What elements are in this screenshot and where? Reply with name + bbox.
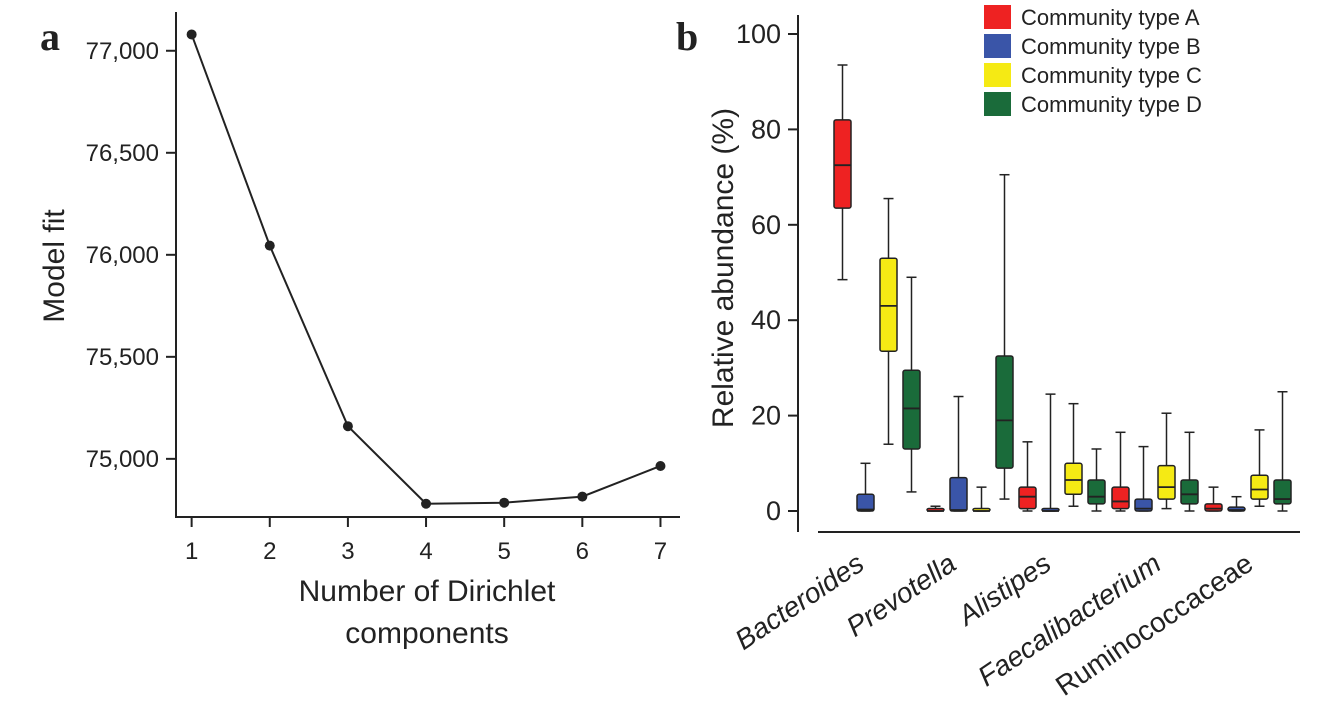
panel-a-data-point — [421, 498, 432, 509]
panel-a-y-tick-label: 75,500 — [86, 344, 159, 371]
panel-b-y-tick-label: 0 — [766, 496, 781, 526]
panel-b-y-ticks: 0 20 40 60 80 100 — [736, 19, 798, 526]
box-iqr — [1111, 486, 1130, 510]
panel-b-box — [926, 505, 945, 512]
box-iqr — [1180, 479, 1199, 505]
box-iqr — [833, 119, 852, 209]
panel-a-data-point — [577, 491, 588, 502]
box-iqr — [856, 493, 875, 512]
panel-a-data-point — [499, 497, 510, 508]
panel-b-box — [949, 395, 968, 512]
panel-a-y-ticks: 75,000 75,500 76,000 76,500 77,000 — [86, 38, 176, 473]
box-iqr — [1157, 464, 1176, 500]
panel-b-y-tick-label: 100 — [736, 19, 781, 49]
panel-b-legend: Community type A Community type B Communit… — [984, 5, 1202, 117]
legend-entry-label: Community type B — [1021, 34, 1201, 59]
panel-b-box — [833, 64, 852, 281]
category-label-bacteroides: Bacteroides — [729, 547, 869, 655]
legend-entry-label: Community type A — [1021, 5, 1200, 30]
panel-b-category-labels: BacteroidesPrevotellaAlistipesFaecalibac… — [729, 547, 1258, 702]
panel-a-y-tick-label: 75,000 — [86, 446, 159, 473]
box-iqr — [879, 257, 898, 352]
legend-swatch — [984, 63, 1011, 87]
panel-a-data-point — [342, 421, 353, 432]
legend-swatch — [984, 5, 1011, 29]
panel-a-x-tick-label: 7 — [654, 538, 667, 565]
panel-a-data-point — [186, 29, 197, 40]
panel-a-line-chart: a 75,000 75,500 76,000 76,500 77,000 1 2 3 4 5 6 7… — [38, 12, 680, 650]
panel-a-x-axis-title-line2: components — [345, 617, 508, 650]
panel-a-y-axis-title: Model fit — [38, 209, 71, 323]
panel-a-axes — [175, 12, 680, 518]
panel-b-y-tick-label: 60 — [751, 210, 781, 240]
panel-a-label: a — [40, 14, 60, 59]
box-iqr — [1273, 479, 1292, 505]
panel-a-x-ticks: 1 2 3 4 5 6 7 — [185, 517, 667, 565]
panel-b-y-tick-label: 40 — [751, 305, 781, 335]
panel-b-box — [856, 462, 875, 512]
box-iqr — [1064, 462, 1083, 496]
legend-entry-label: Community type D — [1021, 92, 1202, 117]
box-iqr — [1018, 486, 1037, 510]
box-iqr — [1250, 474, 1269, 500]
box-iqr — [995, 355, 1014, 469]
box-iqr — [949, 476, 968, 512]
panel-b-box — [1087, 448, 1106, 512]
box-iqr — [1087, 479, 1106, 505]
panel-b-box — [1157, 412, 1176, 510]
panel-a-y-tick-label: 76,500 — [86, 140, 159, 167]
panel-b-box — [1180, 431, 1199, 512]
panel-a-series — [186, 29, 666, 509]
legend-swatch — [984, 34, 1011, 58]
panel-b-axes — [797, 15, 1300, 533]
panel-b-box — [1273, 391, 1292, 512]
panel-b-box — [1018, 441, 1037, 512]
panel-b-box — [1064, 402, 1083, 507]
panel-b-box — [1111, 431, 1130, 512]
panel-a-x-tick-label: 1 — [185, 538, 198, 565]
panel-a-y-tick-label: 76,000 — [86, 242, 159, 269]
box-iqr — [902, 369, 921, 450]
panel-b-box — [1041, 393, 1060, 512]
panel-b-box-plot: b 0 20 40 60 80 100 Relative abundance (%) Ba… — [676, 5, 1300, 702]
panel-b-box — [902, 276, 921, 493]
panel-a-data-point — [264, 240, 275, 251]
panel-a-model-fit-line — [190, 34, 661, 505]
panel-b-box — [995, 173, 1014, 500]
legend-entry-label: Community type C — [1021, 63, 1202, 88]
panel-a-data-point — [655, 460, 666, 471]
panel-b-box — [1250, 429, 1269, 507]
panel-b-y-axis-title: Relative abundance (%) — [707, 108, 740, 428]
panel-a-x-tick-label: 6 — [576, 538, 589, 565]
panel-b-boxes — [833, 64, 1292, 512]
box-iqr — [1204, 503, 1223, 512]
panel-a-x-axis-title-line1: Number of Dirichlet — [299, 575, 556, 608]
panel-a-x-tick-label: 4 — [419, 538, 432, 565]
panel-b-box — [1134, 445, 1153, 512]
panel-b-y-tick-label: 80 — [751, 114, 781, 144]
panel-a-y-tick-label: 77,000 — [86, 38, 159, 65]
legend-swatch — [984, 92, 1011, 116]
panel-b-box — [1204, 486, 1223, 512]
panel-b-box — [879, 197, 898, 445]
panel-b-box — [972, 486, 991, 512]
panel-b-label: b — [676, 14, 698, 59]
panel-a-x-tick-label: 5 — [498, 538, 511, 565]
panel-a-x-tick-label: 3 — [341, 538, 354, 565]
panel-a-x-tick-label: 2 — [263, 538, 276, 565]
panel-b-box — [1227, 495, 1246, 512]
panel-b-y-tick-label: 20 — [751, 401, 781, 431]
